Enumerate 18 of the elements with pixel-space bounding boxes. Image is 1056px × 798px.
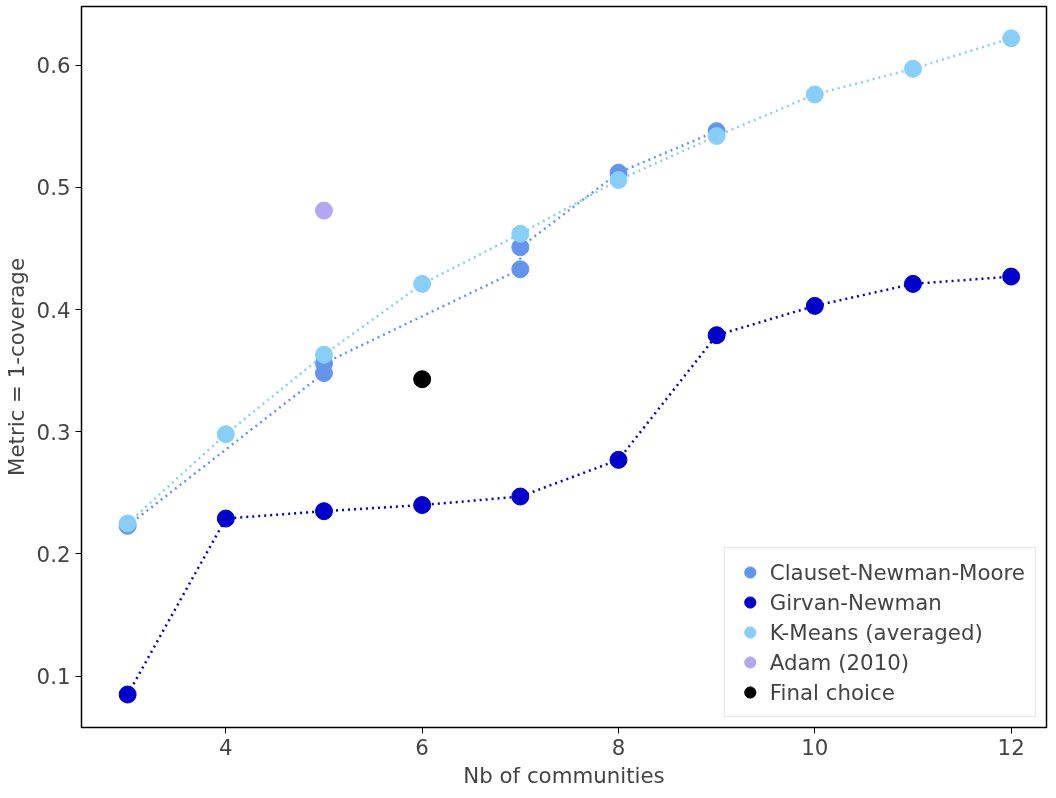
legend-label: Final choice <box>769 679 895 705</box>
x-tick-label: 6 <box>415 734 429 760</box>
y-tick-label: 0.4 <box>36 297 71 323</box>
y-tick-label: 0.6 <box>36 53 71 79</box>
y-axis-title: Metric = 1-coverage <box>3 257 29 477</box>
legend-label: Clauset-Newman-Moore <box>769 559 1025 585</box>
y-tick-label: 0.1 <box>36 664 71 690</box>
x-tick-label: 10 <box>801 734 829 760</box>
y-tick-label: 0.3 <box>36 419 71 445</box>
y-tick-label: 0.2 <box>36 541 71 567</box>
x-tick-label: 4 <box>219 734 233 760</box>
y-tick-label: 0.5 <box>36 175 71 201</box>
x-tick-label: 8 <box>611 734 626 760</box>
legend-label: Adam (2010) <box>769 649 910 675</box>
x-axis-title: Nb of communities <box>463 762 665 788</box>
x-tick-label: 12 <box>997 734 1025 760</box>
legend-label: Girvan-Newman <box>769 589 942 615</box>
legend-label: K-Means (averaged) <box>769 619 983 645</box>
